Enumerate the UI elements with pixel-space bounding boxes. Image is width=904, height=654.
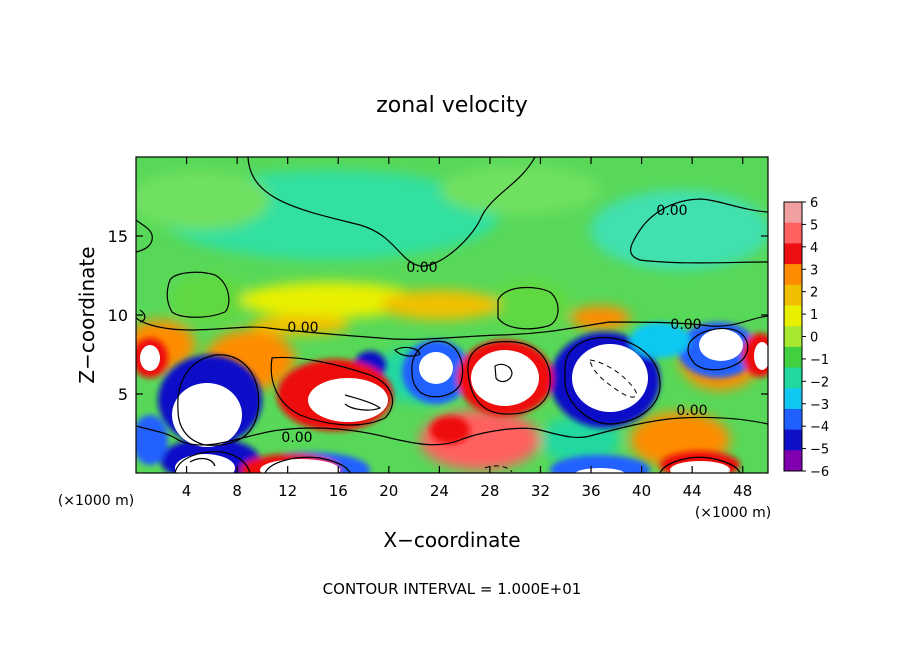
y-tick-label: 15 xyxy=(108,227,128,246)
colorbar-tick-label: 4 xyxy=(810,241,818,256)
contour-label: 0.00 xyxy=(281,430,312,446)
y-tick-label: 10 xyxy=(108,306,128,325)
colorbar-tick-label: −2 xyxy=(810,375,829,390)
colorbar-swatch xyxy=(784,450,802,472)
colorbar-tick-label: −4 xyxy=(810,420,829,435)
chart-title: zonal velocity xyxy=(376,93,528,118)
colorbar-swatch xyxy=(784,367,802,389)
y-axis: 5 10 15 xyxy=(108,227,768,404)
colorbar-swatch xyxy=(784,429,802,451)
contour-label: 0.00 xyxy=(670,317,701,333)
y-tick-label: 5 xyxy=(118,385,128,404)
x-tick-label: 28 xyxy=(480,482,499,500)
contour-label: 0.00 xyxy=(287,320,318,336)
contour-lines xyxy=(136,157,768,473)
colorbar-swatch xyxy=(784,305,802,327)
contour-label: 0.00 xyxy=(676,403,707,419)
colorbar-tick-label: 0 xyxy=(810,331,818,346)
colorbar-swatch xyxy=(784,222,802,244)
x-tick-label: 32 xyxy=(531,482,550,500)
colorbar-tick-label: 1 xyxy=(810,308,818,323)
contour-label: 0.00 xyxy=(406,260,437,276)
x-tick-label: 20 xyxy=(379,482,398,500)
colorbar-swatch xyxy=(784,284,802,306)
colorbar-swatch xyxy=(784,264,802,286)
colorbar-swatch xyxy=(784,346,802,369)
x-tick-label: 12 xyxy=(278,482,297,500)
x-tick-label: 4 xyxy=(182,482,192,500)
x-tick-label: 40 xyxy=(632,482,651,500)
colorbar-tick-label: −3 xyxy=(810,398,829,413)
colorbar-tick-label: 2 xyxy=(810,286,818,301)
x-axis-label: X−coordinate xyxy=(383,528,520,552)
colorbar-tick-label: −6 xyxy=(810,465,829,480)
contour-label: 0.00 xyxy=(656,203,687,219)
colorbar-tick-label: −1 xyxy=(810,353,829,368)
x-tick-label: 24 xyxy=(430,482,449,500)
x-tick-label: 48 xyxy=(733,482,752,500)
contour-interval-note: CONTOUR INTERVAL = 1.000E+01 xyxy=(323,580,582,598)
colorbar-swatch xyxy=(784,408,802,431)
x-tick-label: 36 xyxy=(581,482,600,500)
colorbar-tick-label: 5 xyxy=(810,218,818,233)
colorbar-swatch xyxy=(784,326,802,348)
x-tick-label: 44 xyxy=(683,482,702,500)
colorbar-tick-label: 3 xyxy=(810,263,818,278)
colorbar-swatch xyxy=(784,243,802,265)
contour-label-group: 0.00 0.00 0.00 0.00 0.00 0.00 xyxy=(281,203,707,446)
colorbar-tick-label: 6 xyxy=(810,196,818,211)
colorbar-tick-label: −5 xyxy=(810,443,829,458)
x-unit-label-right: (×1000 m) xyxy=(695,505,771,521)
colorbar-swatch xyxy=(784,388,802,410)
negative-contours xyxy=(484,359,637,473)
x-tick-label: 16 xyxy=(329,482,348,500)
x-tick-label: 8 xyxy=(232,482,242,500)
x-unit-label-left: (×1000 m) xyxy=(58,493,134,509)
y-axis-label: Z−coordinate xyxy=(75,246,99,383)
colorbar: 6 5 4 3 2 1 0 −1 −2 −3 −4 −5 −6 xyxy=(783,196,829,480)
colorbar-swatch xyxy=(784,202,802,224)
x-axis: 4 8 12 16 20 24 28 32 36 40 44 48 xyxy=(182,157,752,500)
